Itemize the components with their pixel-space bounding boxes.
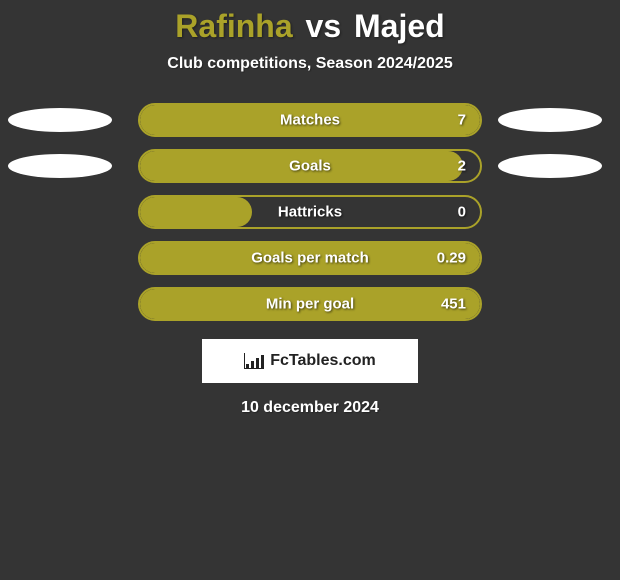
ellipse-icon (8, 108, 112, 132)
logo-text: FcTables.com (270, 352, 376, 370)
stat-value: 0.29 (437, 250, 466, 267)
stat-label: Goals per match (140, 250, 480, 267)
comparison-infographic: Rafinha vs Majed Club competitions, Seas… (0, 0, 620, 580)
bar-track: Matches7 (138, 103, 482, 137)
stat-row: Goals2 (0, 149, 620, 183)
stat-label: Hattricks (140, 204, 480, 221)
player1-name: Rafinha (175, 8, 292, 44)
stat-row: Goals per match0.29 (0, 241, 620, 275)
stat-row: Hattricks0 (0, 195, 620, 229)
stat-label: Matches (140, 112, 480, 129)
stat-rows: Matches7Goals2Hattricks0Goals per match0… (0, 103, 620, 321)
subtitle: Club competitions, Season 2024/2025 (167, 55, 452, 73)
vs-text: vs (306, 8, 342, 44)
stat-row: Matches7 (0, 103, 620, 137)
stat-value: 451 (441, 296, 466, 313)
bar-track: Goals2 (138, 149, 482, 183)
bar-track: Goals per match0.29 (138, 241, 482, 275)
stat-value: 2 (458, 158, 466, 175)
date-stamp: 10 december 2024 (241, 399, 379, 417)
stat-label: Min per goal (140, 296, 480, 313)
ellipse-icon (8, 154, 112, 178)
bar-track: Hattricks0 (138, 195, 482, 229)
page-title: Rafinha vs Majed (175, 8, 444, 45)
fctables-logo: FcTables.com (202, 339, 418, 383)
stat-value: 7 (458, 112, 466, 129)
player2-name: Majed (354, 8, 445, 44)
bar-track: Min per goal451 (138, 287, 482, 321)
stat-row: Min per goal451 (0, 287, 620, 321)
ellipse-icon (498, 154, 602, 178)
ellipse-icon (498, 108, 602, 132)
stat-label: Goals (140, 158, 480, 175)
bar-chart-icon (244, 353, 264, 369)
stat-value: 0 (458, 204, 466, 221)
